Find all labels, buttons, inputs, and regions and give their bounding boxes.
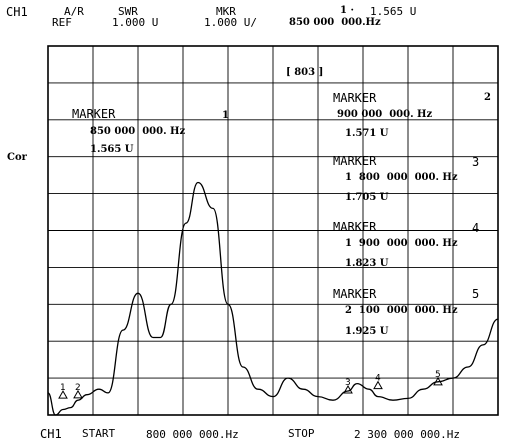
marker-4-frequency: 1 900 000 000. Hz [345, 238, 458, 249]
marker-5-number: 5 [472, 287, 480, 301]
marker-point-label-2: 2 [75, 383, 81, 393]
footer-channel: CH1 [40, 427, 62, 441]
marker-2-value: 1.571 U [345, 128, 389, 139]
marker-4-number: 4 [472, 221, 480, 235]
ref-label: REF [52, 16, 72, 29]
marker-point-5 [433, 376, 443, 386]
marker-point-label-1: 1 [60, 383, 66, 393]
side-label: Cor [7, 152, 27, 163]
start-frequency: 800 000 000.Hz [146, 428, 239, 441]
marker-2-title: MARKER [333, 91, 377, 105]
marker-2-number: 2 [484, 92, 491, 103]
mkr-index: 1 · [340, 5, 354, 16]
stop-frequency: 2 300 000 000.Hz [354, 428, 460, 441]
marker-1-number: 1 [222, 110, 229, 121]
marker-5-value: 1.925 U [345, 326, 389, 337]
mkr-frequency: 850 000 000.Hz [289, 17, 381, 28]
marker-point-label-4: 4 [375, 374, 381, 384]
marker-3-value: 1.705 U [345, 192, 389, 203]
start-label: START [82, 427, 116, 440]
marker-4-title: MARKER [333, 220, 377, 234]
swr-trace [47, 181, 499, 416]
marker-point-2 [73, 389, 83, 399]
marker-1-title: MARKER [72, 107, 116, 121]
mode-label: A/R [64, 5, 84, 18]
mkr-value: 1.565 U [370, 5, 417, 18]
channel-label: CH1 [6, 5, 28, 19]
stop-label: STOP [288, 427, 315, 440]
marker-3-title: MARKER [333, 154, 377, 168]
marker-point-3 [343, 384, 353, 394]
marker-point-1 [58, 390, 68, 399]
marker-1-value: 1.565 U [90, 144, 134, 155]
marker-3-number: 3 [472, 155, 480, 169]
marker-2-frequency: 900 000 000. Hz [337, 109, 433, 120]
marker-point-label-5: 5 [435, 370, 441, 380]
scale-value: 1.000 U [112, 16, 159, 29]
marker-5-title: MARKER [333, 287, 377, 301]
marker-4-value: 1.823 U [345, 258, 389, 269]
swr-label: SWR [118, 5, 138, 18]
marker-3-frequency: 1 800 000 000. Hz [345, 172, 458, 183]
marker-5-frequency: 2 100 000 000. Hz [345, 305, 458, 316]
marker-1-frequency: 850 000 000. Hz [90, 126, 186, 137]
ref-value: 1.000 U/ [204, 16, 257, 29]
marker-point-label-3: 3 [345, 378, 351, 388]
plot-grid [47, 45, 499, 416]
corner-tag: [ 803 ] [286, 67, 324, 78]
mkr-label: MKR [216, 5, 236, 18]
marker-point-4 [373, 380, 383, 390]
